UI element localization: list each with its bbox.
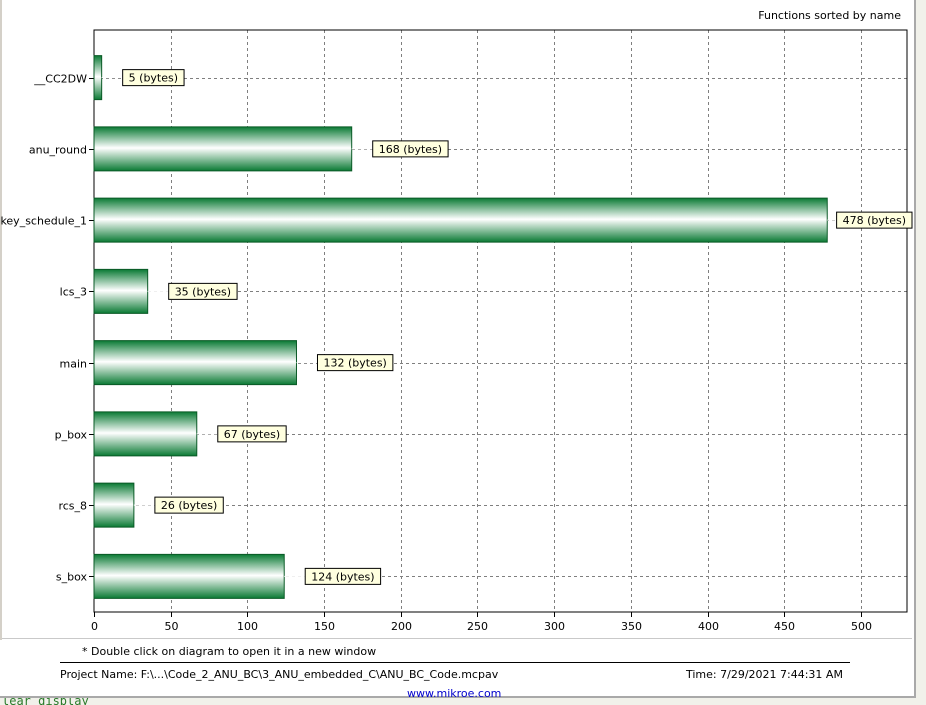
bar-rcs_8 bbox=[93, 482, 135, 528]
x-tick-label: 450 bbox=[774, 620, 795, 633]
value-label: 478 (bytes) bbox=[843, 214, 906, 227]
functions-size-chart[interactable]: 0 50 100 150 200 250 300 350 400 450 500 __CC2DWanu… bbox=[0, 0, 916, 640]
footer-rule bbox=[60, 662, 850, 663]
value-label: 35 (bytes) bbox=[175, 285, 231, 298]
x-tick-label: 400 bbox=[698, 620, 719, 633]
x-tick-label: 50 bbox=[165, 620, 179, 633]
value-label: 5 (bytes) bbox=[129, 72, 178, 85]
value-label-box bbox=[304, 567, 382, 585]
value-label: 67 (bytes) bbox=[224, 428, 280, 441]
x-tick-label: 100 bbox=[237, 620, 258, 633]
x-tick-label: 200 bbox=[391, 620, 412, 633]
plot-border bbox=[93, 29, 908, 613]
y-tick-label: __CC2DW bbox=[33, 73, 87, 86]
y-tick-label: key_schedule_1 bbox=[0, 215, 87, 228]
value-label: 132 (bytes) bbox=[323, 357, 386, 370]
y-tick-label: main bbox=[60, 358, 88, 371]
axis-layer: 0 50 100 150 200 250 300 350 400 450 500 __CC2DWanu… bbox=[0, 29, 908, 633]
x-tick-label: 300 bbox=[544, 620, 565, 633]
footer-divider bbox=[2, 638, 912, 639]
bar-main bbox=[93, 340, 297, 386]
bar-__CC2DW bbox=[93, 55, 103, 101]
value-label-box bbox=[168, 282, 238, 300]
y-tick-label: s_box bbox=[56, 571, 88, 584]
value-label-box bbox=[316, 354, 394, 372]
grid-layer bbox=[94, 30, 907, 612]
bar-key_schedule_1 bbox=[93, 197, 828, 243]
value-label-box bbox=[154, 496, 224, 514]
x-tick-label: 500 bbox=[851, 620, 872, 633]
x-tick-label: 250 bbox=[467, 620, 488, 633]
bar-p_box bbox=[93, 411, 198, 457]
bars-layer bbox=[93, 55, 828, 599]
project-name: Project Name: F:\...\Code_2_ANU_BC\3_ANU… bbox=[60, 668, 499, 681]
value-label-box bbox=[372, 140, 449, 158]
y-tick-label: anu_round bbox=[29, 144, 87, 157]
mikroe-link[interactable]: www.mikroe.com bbox=[407, 687, 502, 700]
report-time: Time: 7/29/2021 7:44:31 AM bbox=[686, 668, 843, 681]
y-tick-label: lcs_3 bbox=[60, 286, 87, 299]
chart-title: Functions sorted by name bbox=[758, 9, 901, 22]
x-tick-label: 0 bbox=[91, 620, 98, 633]
y-tick-label: p_box bbox=[55, 429, 88, 442]
editor-background-text: lear display bbox=[2, 695, 89, 705]
y-tick-label: rcs_8 bbox=[58, 500, 87, 513]
value-label: 168 (bytes) bbox=[379, 143, 442, 156]
value-label: 124 (bytes) bbox=[311, 570, 374, 583]
value-label-box bbox=[122, 69, 185, 87]
bar-s_box bbox=[93, 553, 285, 599]
x-tick-label: 150 bbox=[314, 620, 335, 633]
bar-lcs_3 bbox=[93, 268, 149, 314]
value-label: 26 (bytes) bbox=[161, 499, 217, 512]
bar-anu_round bbox=[93, 126, 353, 172]
footer-note: * Double click on diagram to open it in … bbox=[82, 645, 377, 658]
labels-layer: 5 (bytes) 168 (bytes) 478 (bytes) 35 (bytes… bbox=[101, 69, 913, 585]
value-label-box bbox=[836, 211, 913, 229]
value-label-box bbox=[217, 425, 287, 443]
window-left-edge bbox=[0, 0, 2, 640]
x-tick-label: 350 bbox=[621, 620, 642, 633]
